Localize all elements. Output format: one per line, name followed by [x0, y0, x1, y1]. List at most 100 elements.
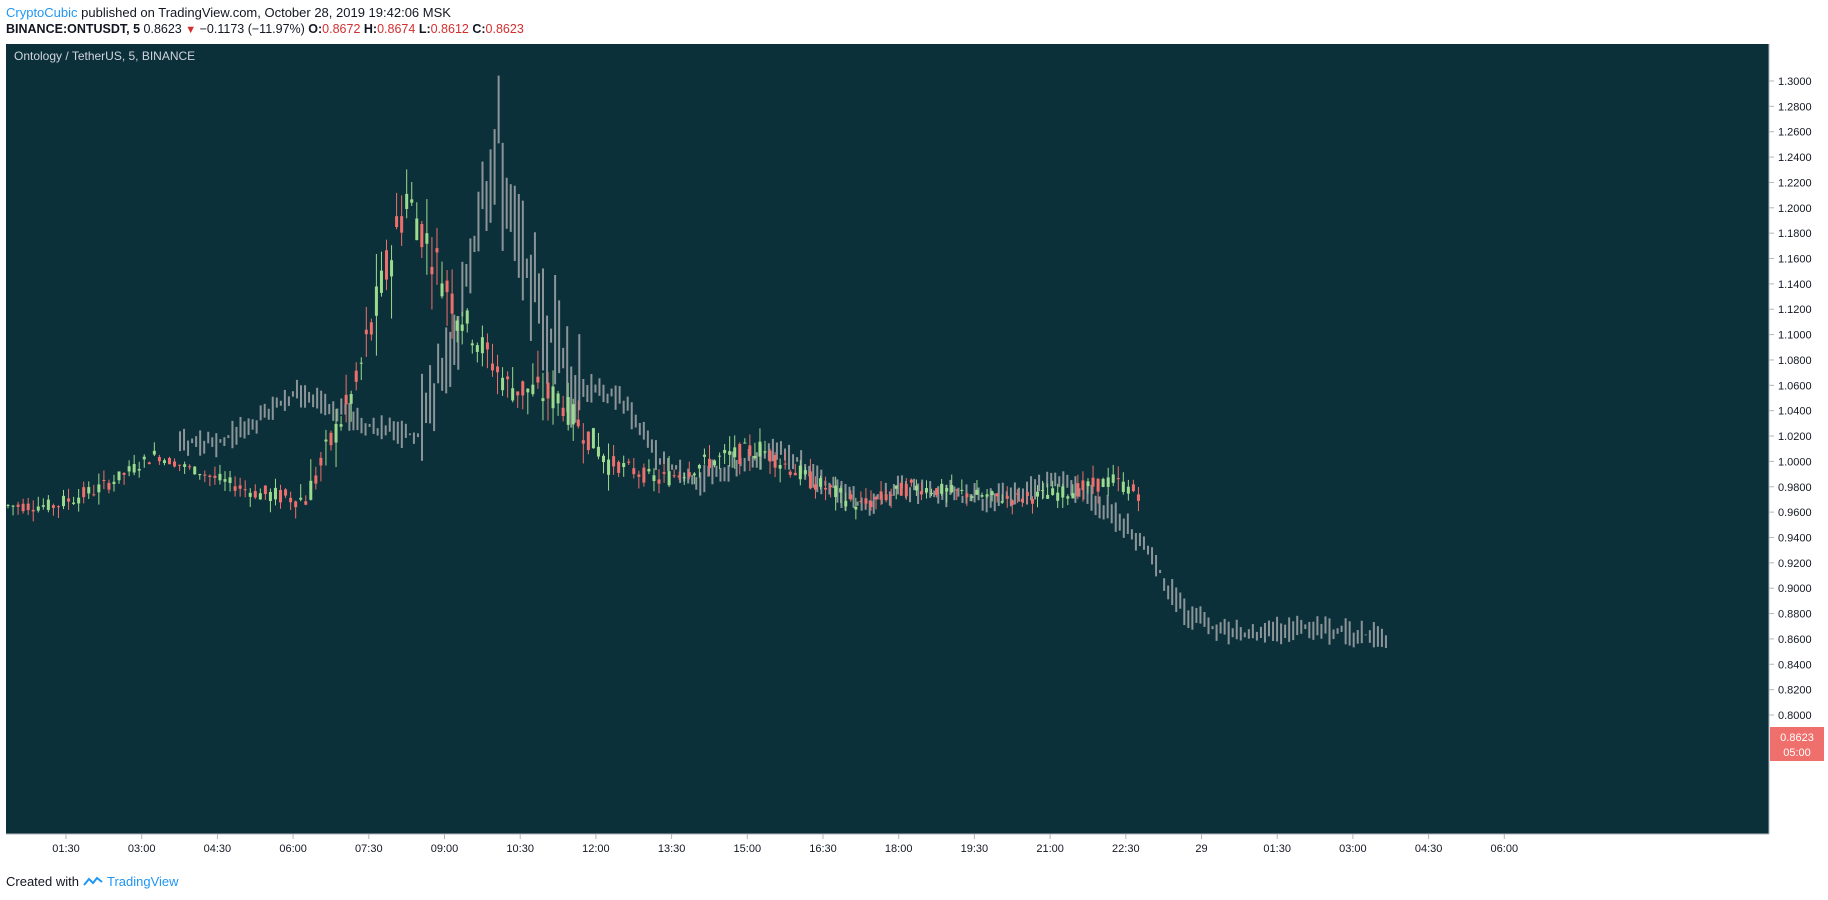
candle-body [1106, 477, 1110, 487]
x-tick-label: 01:30 [1263, 843, 1291, 855]
candle-body [758, 441, 762, 457]
candle-body [945, 487, 949, 492]
candle-body [1056, 492, 1060, 501]
y-tick-label: 0.8800 [1778, 609, 1812, 621]
candle-body [203, 474, 207, 476]
candle-body [268, 492, 272, 502]
candle-body [1096, 478, 1100, 492]
candle-body [682, 477, 686, 479]
tradingview-link[interactable]: TradingView [106, 874, 179, 889]
candle-body [1041, 490, 1045, 492]
candle-body [445, 280, 449, 293]
candle-body [460, 324, 464, 331]
x-tick-label: 16:30 [809, 843, 837, 855]
candle-body [924, 488, 928, 493]
candle-body [652, 475, 656, 481]
x-tick-label: 07:30 [355, 843, 383, 855]
candle-body [21, 503, 25, 512]
candle-body [985, 494, 989, 497]
created-with-text: Created with [6, 874, 79, 889]
candle-body [51, 505, 55, 508]
candle-body [622, 463, 626, 468]
author-link[interactable]: CryptoCubic [6, 5, 78, 20]
candle-body [1111, 474, 1115, 483]
candle-body [596, 446, 600, 457]
candle-body [319, 457, 323, 466]
candle-body [667, 471, 671, 486]
candle-body [637, 474, 641, 477]
candle-body [122, 472, 126, 475]
y-tick-label: 1.2400 [1778, 152, 1812, 164]
close-value: 0.8623 [485, 22, 524, 36]
candle-body [496, 366, 500, 373]
candle-body [188, 466, 192, 468]
candle-body [930, 492, 934, 494]
y-tick-label: 0.9800 [1778, 482, 1812, 494]
candle-body [1030, 499, 1034, 504]
candle-body [687, 472, 691, 477]
y-tick-label: 0.9600 [1778, 507, 1812, 519]
candle-body [501, 377, 505, 391]
candle-body [36, 506, 40, 511]
candle-body [294, 501, 298, 508]
publish-info: CryptoCubic published on TradingView.com… [6, 5, 451, 20]
candle-body [67, 498, 71, 502]
last-price: 0.8623 [143, 22, 182, 36]
candle-body [379, 270, 383, 293]
y-tick-label: 0.8200 [1778, 685, 1812, 697]
candle-body [162, 460, 166, 464]
candle-body [470, 343, 474, 346]
candle-body [839, 488, 843, 493]
x-tick-label: 09:00 [431, 843, 459, 855]
chart-title: Ontology / TetherUS, 5, BINANCE [14, 49, 195, 63]
candle-body [359, 362, 363, 364]
candle-body [884, 494, 888, 501]
candle-body [1061, 486, 1065, 498]
x-tick-label: 03:00 [128, 843, 156, 855]
candle-body [864, 498, 868, 504]
candle-body [576, 419, 580, 427]
candle-body [415, 218, 419, 241]
candle-body [87, 487, 91, 494]
candle-body [904, 484, 908, 497]
candle-body [950, 484, 954, 493]
candle-body [607, 459, 611, 475]
candle-body [354, 370, 358, 382]
candle-body [213, 475, 217, 478]
x-tick-label: 06:00 [1491, 843, 1519, 855]
candle-body [571, 404, 575, 425]
candle-body [147, 462, 151, 465]
candle-body [112, 481, 116, 485]
y-tick-label: 1.0000 [1778, 456, 1812, 468]
candle-body [919, 491, 923, 495]
y-tick-label: 0.9000 [1778, 583, 1812, 595]
candle-body [581, 440, 585, 444]
candle-body [819, 478, 823, 487]
candle-body [546, 382, 550, 399]
candle-body [410, 199, 414, 203]
candle-body [975, 489, 979, 495]
symbol-label: BINANCE:ONTUSDT, 5 [6, 22, 141, 36]
candle-body [132, 464, 136, 473]
x-tick-label: 18:00 [885, 843, 913, 855]
candle-body [193, 466, 197, 475]
candle-body [364, 329, 368, 335]
published-text: published on TradingView.com, October 28… [81, 5, 451, 20]
candle-body [728, 451, 732, 455]
candle-body [1046, 494, 1050, 499]
candle-body [1000, 501, 1004, 503]
high-value: 0.8674 [377, 22, 416, 36]
price-chart[interactable]: Ontology / TetherUS, 5, BINANCE 1.30001.… [0, 44, 1828, 870]
y-tick-label: 1.0600 [1778, 380, 1812, 392]
candle-body [773, 455, 777, 468]
candle-body [556, 393, 560, 404]
candle-body [137, 468, 141, 471]
candle-body [869, 500, 873, 507]
x-tick-label: 19:30 [961, 843, 989, 855]
candle-body [531, 384, 535, 395]
candle-body [304, 501, 308, 505]
candle-body [632, 468, 636, 475]
candle-body [586, 431, 590, 451]
candle-body [465, 310, 469, 324]
candle-body [435, 248, 439, 253]
